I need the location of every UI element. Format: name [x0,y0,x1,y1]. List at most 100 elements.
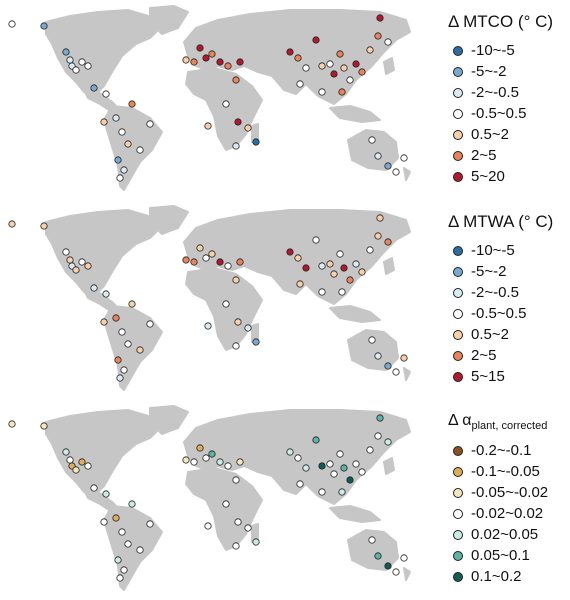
legend-items: -0.2~-0.1 -0.1~-0.05 -0.05~-0.02 -0.02~0.02… [448,440,568,587]
site-marker [8,220,16,228]
landmass [383,257,395,275]
landmass [347,529,399,571]
legend-swatch [453,308,463,319]
site-marker [346,476,354,484]
site-marker [326,460,334,468]
legend-title-subscript: plant, corrected [471,420,548,433]
site-marker [190,58,198,66]
site-marker [120,566,128,574]
legend-title: Δ MTCO (° C) [448,12,554,31]
site-marker [318,62,326,70]
site-marker [40,422,48,430]
site-marker [78,258,86,266]
site-marker [190,458,198,466]
world-map [8,405,411,591]
landmass [149,5,189,35]
map-panel-mtwa: Δ MTWA (° C) -10~-5 -5~-2 -2~-0.5 -0.5~0.5 0… [0,200,570,400]
site-marker [8,20,16,28]
site-marker [196,44,204,52]
site-marker [326,260,334,268]
landmass [149,205,189,235]
site-marker [374,352,382,360]
site-marker [202,454,210,462]
site-marker [296,280,304,288]
site-marker [392,168,400,176]
site-marker [62,48,70,56]
legend-title-main: Δ α [448,412,472,429]
site-marker [236,458,244,466]
site-marker [302,464,310,472]
site-marker [112,314,120,322]
legend-item: 0.1~0.2 [448,566,568,587]
legend-swatch [453,445,463,456]
site-marker [224,462,232,470]
site-marker [146,120,154,128]
site-marker [216,258,224,266]
site-marker [222,300,230,308]
site-marker [374,232,382,240]
site-markers [8,414,408,582]
site-marker [286,48,294,56]
legend-label: 2~5 [471,347,497,364]
site-marker [346,276,354,284]
site-marker [376,214,384,222]
legend-item: -5~-2 [448,61,568,82]
site-marker [312,436,320,444]
site-marker [244,524,252,532]
landmass [329,105,381,123]
site-marker [120,166,128,174]
site-marker [318,88,326,96]
site-marker [374,552,382,560]
site-marker [222,100,230,108]
site-marker [366,446,374,454]
site-marker [84,262,92,270]
landmass [45,9,159,95]
site-marker [252,538,260,546]
landmass [103,505,163,591]
site-marker [204,322,212,330]
legend-swatch [453,287,463,298]
legend-swatch [453,508,463,519]
site-marker [116,374,124,382]
landmass [383,457,395,475]
site-marker [252,338,260,346]
site-marker [120,366,128,374]
site-marker [90,84,98,92]
site-marker [100,518,108,526]
legend-item: 0.02~0.05 [448,524,568,545]
site-marker [296,80,304,88]
legend-item: -0.5~0.5 [448,103,568,124]
site-marker [116,574,124,582]
site-marker [340,64,348,72]
legend-label: -0.5~0.5 [471,305,527,322]
site-marker [232,476,240,484]
site-marker [84,462,92,470]
site-marker [392,568,400,576]
site-marker [296,480,304,488]
site-marker [102,490,110,498]
legend-swatch [453,350,463,361]
site-marker [112,514,120,522]
landmass [185,267,263,351]
site-marker [118,328,126,336]
site-marker [136,546,144,554]
site-marker [182,256,190,264]
landmass [45,209,159,295]
site-markers [8,214,408,382]
landmass [347,129,399,171]
site-marker [72,66,80,74]
map-panel-alpha: Δ αplant, corrected -0.2~-0.1 -0.1~-0.05-… [0,400,570,600]
site-marker [40,22,48,30]
site-marker [358,268,366,276]
site-marker [340,264,348,272]
legend-swatch [453,550,463,561]
site-marker [384,238,392,246]
site-marker [40,222,48,230]
site-marker [136,146,144,154]
legend-label: 0.5~2 [471,326,509,343]
legend-label: -0.05~-0.02 [471,484,549,502]
landmass [45,409,159,495]
site-marker [286,448,294,456]
landmass [403,367,411,381]
site-marker [400,154,408,162]
